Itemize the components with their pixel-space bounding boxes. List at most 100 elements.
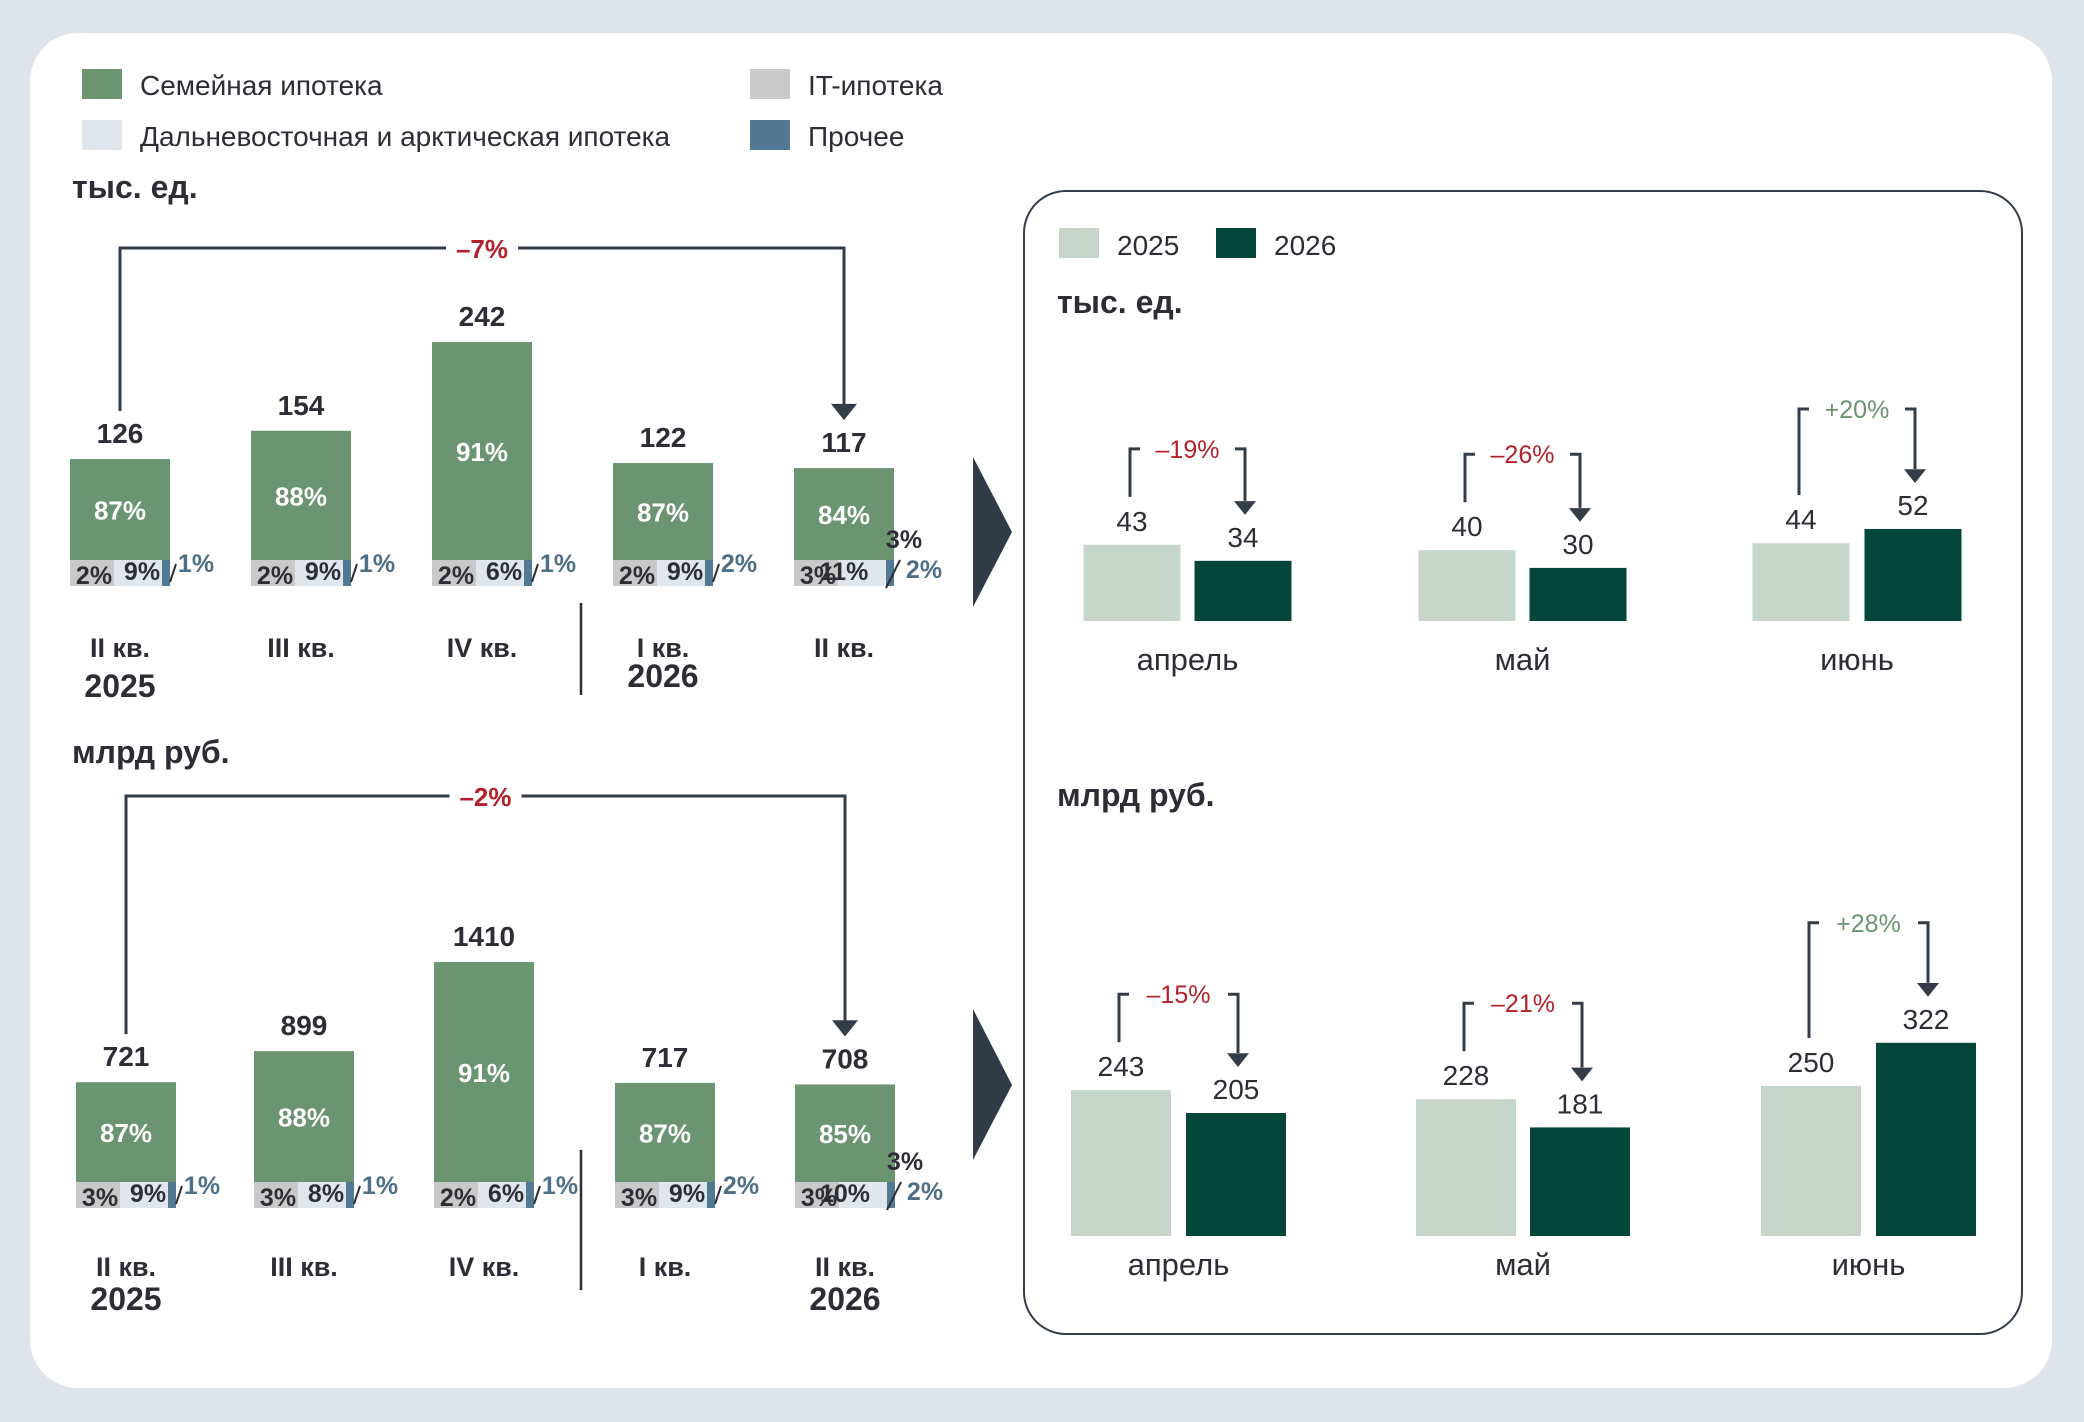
bar-other bbox=[524, 560, 532, 586]
far-east-share-label: 9% bbox=[669, 1180, 705, 1208]
bar-family bbox=[795, 1084, 895, 1182]
month-label: июнь bbox=[1820, 642, 1894, 677]
category-label: I кв. bbox=[637, 633, 690, 663]
leader-line bbox=[169, 563, 177, 583]
far-east-share-label: 10% bbox=[820, 1180, 870, 1208]
change-label: +20% bbox=[1825, 396, 1890, 424]
far-east-share-label: 9% bbox=[130, 1180, 166, 1208]
bar-other bbox=[168, 1182, 176, 1208]
leader-line bbox=[350, 563, 358, 583]
month-label: май bbox=[1495, 1247, 1551, 1282]
legend-swatch bbox=[1216, 228, 1256, 258]
category-label: I кв. bbox=[639, 1252, 692, 1282]
category-label: II кв. bbox=[815, 1252, 875, 1282]
it-share-label: 2% bbox=[440, 1184, 476, 1212]
it-share-label: 3% bbox=[621, 1184, 657, 1212]
family-share-label: 87% bbox=[639, 1118, 691, 1148]
bar-2025 bbox=[1071, 1090, 1171, 1236]
bar-2026 bbox=[1529, 567, 1627, 621]
it-share-label: 2% bbox=[438, 562, 474, 590]
bar-other bbox=[707, 1182, 715, 1208]
bar-2025 bbox=[1761, 1086, 1861, 1236]
change-label: –15% bbox=[1147, 981, 1211, 1009]
year-label: 2026 bbox=[627, 658, 698, 694]
other-share-label: 2% bbox=[907, 1178, 943, 1206]
bar-total-label: 242 bbox=[459, 301, 506, 332]
bar-total-label: 708 bbox=[822, 1043, 869, 1074]
legend-label: Дальневосточная и арктическая ипотека bbox=[140, 121, 671, 152]
change-bracket-right bbox=[1905, 407, 1917, 469]
bar-2026 bbox=[1864, 528, 1962, 621]
bar-2026 bbox=[1186, 1113, 1286, 1236]
category-label: II кв. bbox=[96, 1252, 156, 1282]
other-share-label: 1% bbox=[178, 550, 214, 578]
bar-total-label: 126 bbox=[97, 418, 144, 449]
bar-it bbox=[251, 560, 295, 586]
legend-swatch bbox=[750, 69, 790, 99]
value-label-2026: 205 bbox=[1213, 1074, 1260, 1105]
bar-total-label: 717 bbox=[642, 1042, 689, 1073]
family-share-label: 85% bbox=[819, 1119, 871, 1149]
bar-far-east bbox=[120, 1182, 168, 1208]
value-label-2025: 250 bbox=[1788, 1047, 1835, 1078]
legend-swatch bbox=[82, 69, 122, 99]
family-share-label: 87% bbox=[100, 1118, 152, 1148]
value-label-2026: 34 bbox=[1227, 522, 1258, 553]
it-share-label: 3% bbox=[82, 1184, 118, 1212]
bar-family bbox=[70, 458, 170, 560]
change-label: –7% bbox=[456, 234, 508, 264]
bar-it bbox=[795, 1182, 839, 1208]
year-label: 2026 bbox=[809, 1281, 880, 1317]
bar-family bbox=[76, 1082, 176, 1182]
far-east-share-label: 6% bbox=[488, 1180, 524, 1208]
family-share-label: 88% bbox=[278, 1103, 330, 1133]
change-bracket-right bbox=[1918, 921, 1930, 983]
far-east-share-label: 8% bbox=[308, 1180, 344, 1208]
legend-swatch bbox=[1059, 228, 1099, 258]
value-label-2025: 243 bbox=[1098, 1051, 1145, 1082]
value-label-2025: 40 bbox=[1451, 511, 1482, 542]
leader-line bbox=[714, 1185, 722, 1205]
legend-label: Семейная ипотека bbox=[140, 70, 383, 101]
change-bracket-right bbox=[1570, 452, 1582, 508]
bar-other bbox=[705, 560, 713, 586]
change-bracket-right bbox=[1228, 992, 1240, 1053]
unit-label: тыс. ед. bbox=[1057, 284, 1183, 320]
bar-total-label: 721 bbox=[103, 1041, 150, 1072]
bar-other bbox=[162, 560, 170, 586]
bar-it bbox=[794, 560, 838, 586]
it-share-label: 3% bbox=[801, 1184, 837, 1212]
far-east-share-label: 9% bbox=[124, 558, 160, 586]
other-share-label: 1% bbox=[362, 1172, 398, 1200]
bar-2026 bbox=[1876, 1042, 1976, 1236]
year-label: 2025 bbox=[84, 668, 155, 704]
family-share-label: 87% bbox=[637, 498, 689, 528]
chevron-icon bbox=[973, 1009, 1012, 1160]
other-share-label: 1% bbox=[359, 550, 395, 578]
legend-label: Прочее bbox=[808, 121, 904, 152]
legend-label: 2026 bbox=[1274, 230, 1336, 261]
bar-family bbox=[615, 1082, 715, 1182]
bar-total-label: 122 bbox=[640, 422, 687, 453]
other-share-label: 2% bbox=[721, 550, 757, 578]
it-share-label: 3% bbox=[260, 1184, 296, 1212]
bar-it bbox=[70, 560, 114, 586]
other-share-label: 2% bbox=[906, 556, 942, 584]
change-arrowhead bbox=[1904, 469, 1926, 483]
other-share-label: 1% bbox=[540, 550, 576, 578]
bar-it bbox=[76, 1182, 120, 1208]
legend-label: IT-ипотека bbox=[808, 70, 943, 101]
it-share-label: 2% bbox=[76, 562, 112, 590]
category-label: III кв. bbox=[267, 633, 335, 663]
value-label-2025: 44 bbox=[1785, 504, 1816, 535]
value-label-2025: 43 bbox=[1116, 506, 1147, 537]
bar-far-east bbox=[114, 560, 162, 586]
bar-far-east bbox=[839, 1182, 887, 1208]
bar-it bbox=[613, 560, 657, 586]
change-bracket-left bbox=[1797, 407, 1809, 496]
far-east-share-label: 11% bbox=[820, 558, 869, 586]
category-label: II кв. bbox=[814, 633, 874, 663]
bar-family bbox=[794, 468, 894, 560]
other-share-label: 2% bbox=[723, 1172, 759, 1200]
